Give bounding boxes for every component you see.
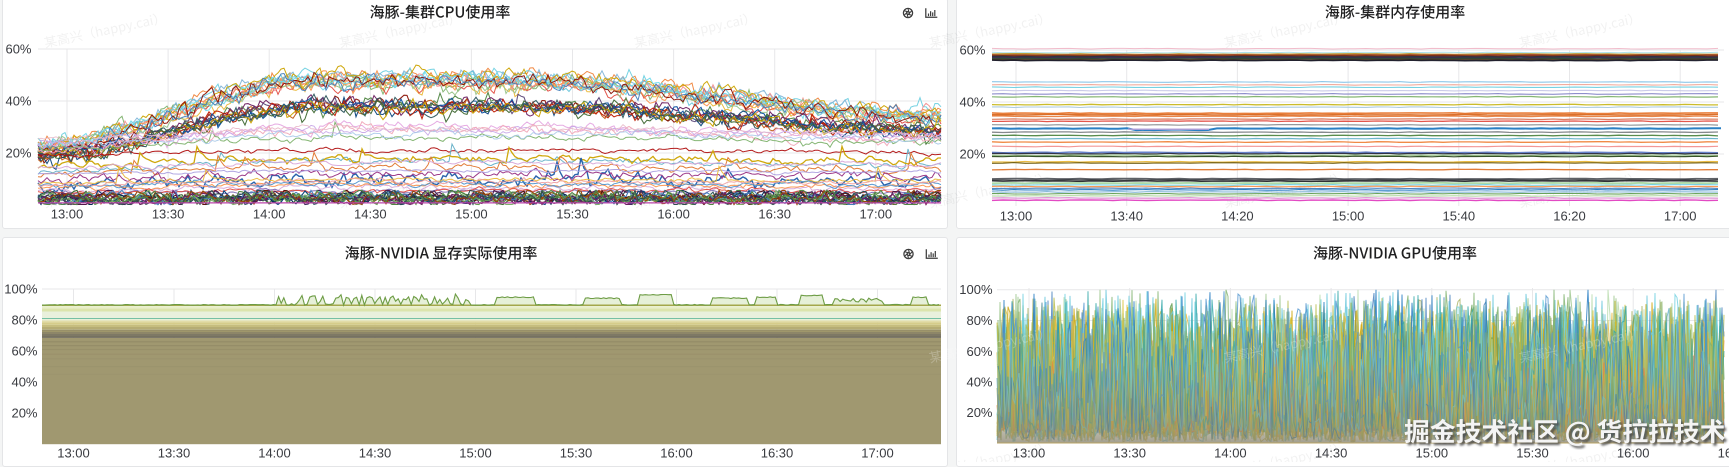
svg-text:16:30: 16:30 bbox=[1718, 446, 1729, 461]
svg-text:13:30: 13:30 bbox=[158, 446, 191, 461]
svg-text:16:00: 16:00 bbox=[1617, 446, 1650, 461]
svg-text:60%: 60% bbox=[11, 344, 37, 359]
svg-text:14:00: 14:00 bbox=[1214, 446, 1247, 461]
svg-text:16:30: 16:30 bbox=[758, 207, 791, 222]
svg-text:15:30: 15:30 bbox=[1516, 446, 1549, 461]
svg-text:13:00: 13:00 bbox=[57, 446, 90, 461]
svg-text:13:00: 13:00 bbox=[51, 207, 84, 222]
svg-text:14:30: 14:30 bbox=[1315, 446, 1348, 461]
svg-text:60%: 60% bbox=[959, 43, 985, 58]
svg-text:17:00: 17:00 bbox=[1664, 209, 1697, 224]
svg-text:20%: 20% bbox=[959, 147, 985, 162]
svg-text:16:30: 16:30 bbox=[761, 446, 794, 461]
svg-text:40%: 40% bbox=[966, 375, 992, 390]
svg-text:17:00: 17:00 bbox=[861, 446, 894, 461]
svg-text:16:20: 16:20 bbox=[1553, 209, 1586, 224]
svg-text:20%: 20% bbox=[11, 406, 37, 421]
svg-text:100%: 100% bbox=[4, 282, 38, 297]
svg-text:40%: 40% bbox=[11, 375, 37, 390]
svg-text:60%: 60% bbox=[966, 344, 992, 359]
svg-text:13:30: 13:30 bbox=[152, 207, 185, 222]
svg-text:14:30: 14:30 bbox=[354, 207, 387, 222]
svg-text:100%: 100% bbox=[959, 282, 993, 297]
svg-text:15:40: 15:40 bbox=[1443, 209, 1476, 224]
svg-text:13:00: 13:00 bbox=[1000, 209, 1033, 224]
svg-text:80%: 80% bbox=[966, 313, 992, 328]
svg-text:15:00: 15:00 bbox=[459, 446, 492, 461]
svg-text:20%: 20% bbox=[966, 405, 992, 420]
svg-text:14:00: 14:00 bbox=[258, 446, 291, 461]
svg-text:14:30: 14:30 bbox=[359, 446, 392, 461]
svg-text:13:40: 13:40 bbox=[1110, 209, 1143, 224]
svg-text:20%: 20% bbox=[5, 146, 31, 161]
svg-text:40%: 40% bbox=[5, 94, 31, 109]
svg-text:14:00: 14:00 bbox=[253, 207, 286, 222]
svg-text:40%: 40% bbox=[959, 95, 985, 110]
svg-text:80%: 80% bbox=[11, 313, 37, 328]
svg-text:16:00: 16:00 bbox=[660, 446, 693, 461]
svg-text:17:00: 17:00 bbox=[860, 207, 893, 222]
svg-text:13:00: 13:00 bbox=[1013, 446, 1046, 461]
svg-text:13:30: 13:30 bbox=[1113, 446, 1146, 461]
svg-text:15:00: 15:00 bbox=[1332, 209, 1365, 224]
svg-text:15:00: 15:00 bbox=[1416, 446, 1449, 461]
svg-text:15:30: 15:30 bbox=[556, 207, 589, 222]
svg-text:14:20: 14:20 bbox=[1221, 209, 1254, 224]
svg-text:16:00: 16:00 bbox=[657, 207, 690, 222]
svg-text:60%: 60% bbox=[5, 42, 31, 57]
svg-text:15:00: 15:00 bbox=[455, 207, 488, 222]
svg-text:15:30: 15:30 bbox=[560, 446, 593, 461]
